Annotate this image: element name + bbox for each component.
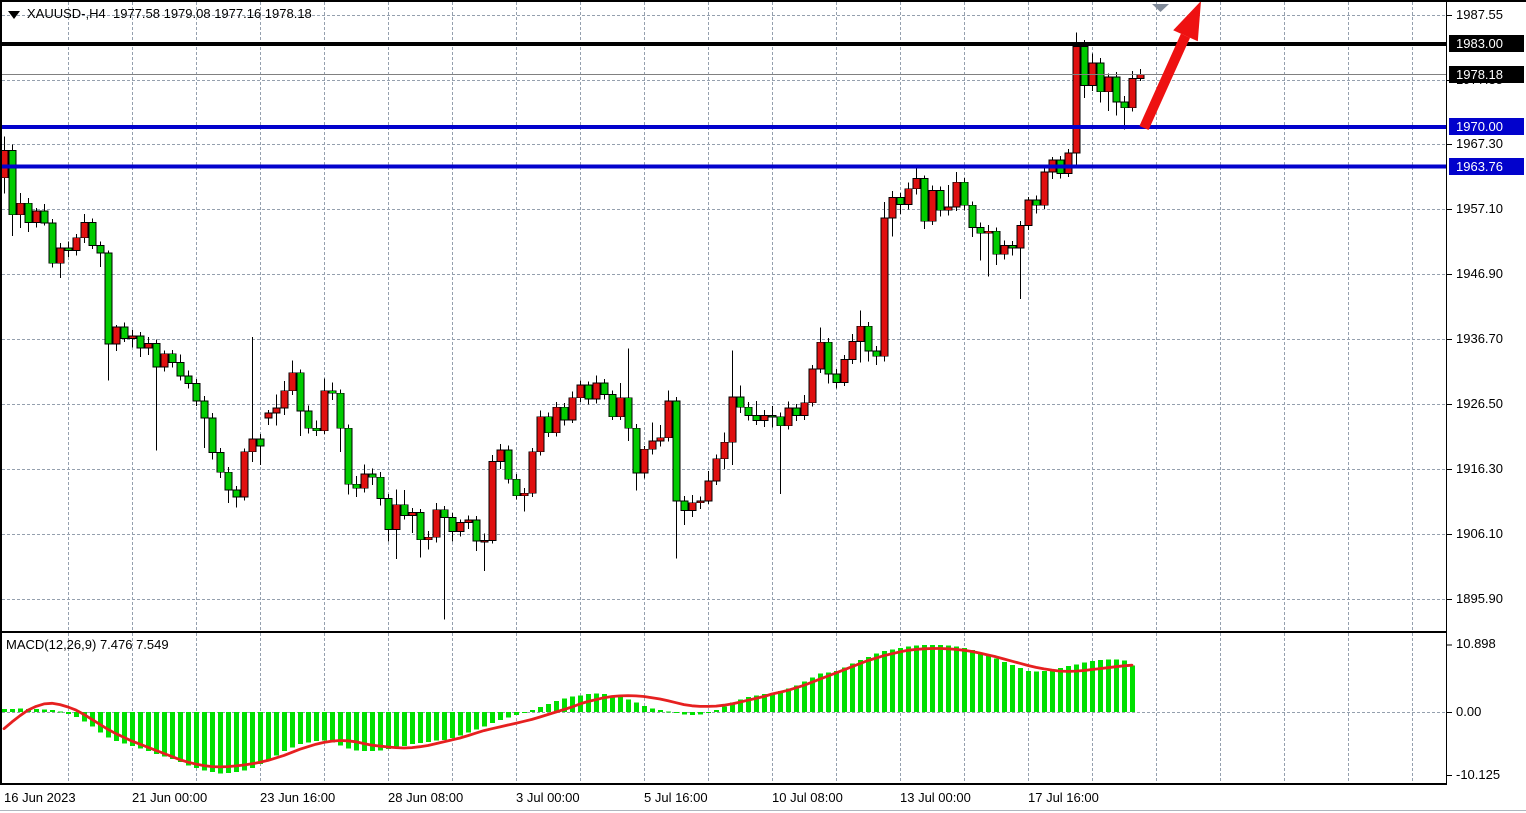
price-tick-1967.30: 1967.30 [1456, 136, 1503, 152]
price-tick-1957.10: 1957.10 [1456, 201, 1503, 217]
price-badge-1963.76: 1963.76 [1449, 158, 1524, 176]
macd-bottom-border [0, 783, 1447, 785]
axis-separator [1446, 0, 1447, 785]
date-tick-9: 17 Jul 16:00 [1028, 790, 1099, 805]
ohlc-readout: 1977.58 1979.08 1977.16 1978.18 [112, 6, 312, 21]
macd-values: 7.476 7.549 [99, 637, 169, 652]
price-tick-1906.10: 1906.10 [1456, 526, 1503, 542]
date-tick-3: 23 Jun 16:00 [260, 790, 336, 805]
macd-tick--10.125: -10.125 [1456, 766, 1501, 782]
macd-tick-0.00: 0.00 [1456, 704, 1482, 719]
price-badge-1978.18: 1978.18 [1449, 66, 1524, 84]
macd-indicator-label: MACD(12,26,9) 7.476 7.549 [6, 637, 169, 652]
pane-separator [0, 631, 1447, 633]
price-tick-1916.30: 1916.30 [1456, 461, 1503, 477]
price-tick-1936.70: 1936.70 [1456, 331, 1503, 347]
date-tick-6: 5 Jul 16:00 [644, 790, 708, 805]
price-tick-1946.90: 1946.90 [1456, 266, 1503, 282]
date-tick-4: 28 Jun 08:00 [388, 790, 464, 805]
up-arrow-annotation[interactable] [1139, 1, 1201, 131]
date-tick-7: 10 Jul 08:00 [772, 790, 843, 805]
price-badge-1970.00: 1970.00 [1449, 118, 1524, 136]
price-badge-1983.00: 1983.00 [1449, 35, 1524, 53]
date-tick-8: 13 Jul 00:00 [900, 790, 971, 805]
date-tick-2: 21 Jun 00:00 [132, 790, 208, 805]
symbol-dropdown-icon [8, 11, 20, 19]
date-tick-1: 16 Jun 2023 [4, 790, 76, 805]
chart-title: XAUUSD-,H4 1977.58 1979.08 1977.16 1978.… [8, 6, 312, 21]
chart-shift-marker-icon[interactable] [1152, 4, 1169, 12]
window-top-border [0, 0, 1526, 2]
date-tick-5: 3 Jul 00:00 [516, 790, 580, 805]
symbol-timeframe: XAUUSD-,H4 [27, 6, 106, 21]
price-tick-1926.50: 1926.50 [1456, 396, 1503, 412]
window-left-border [0, 0, 2, 784]
price-tick-1987.55: 1987.55 [1456, 7, 1503, 22]
macd-tick-10.898: 10.898 [1456, 636, 1496, 652]
price-tick-1895.90: 1895.90 [1456, 591, 1503, 607]
window-bottom-edge [0, 810, 1526, 811]
